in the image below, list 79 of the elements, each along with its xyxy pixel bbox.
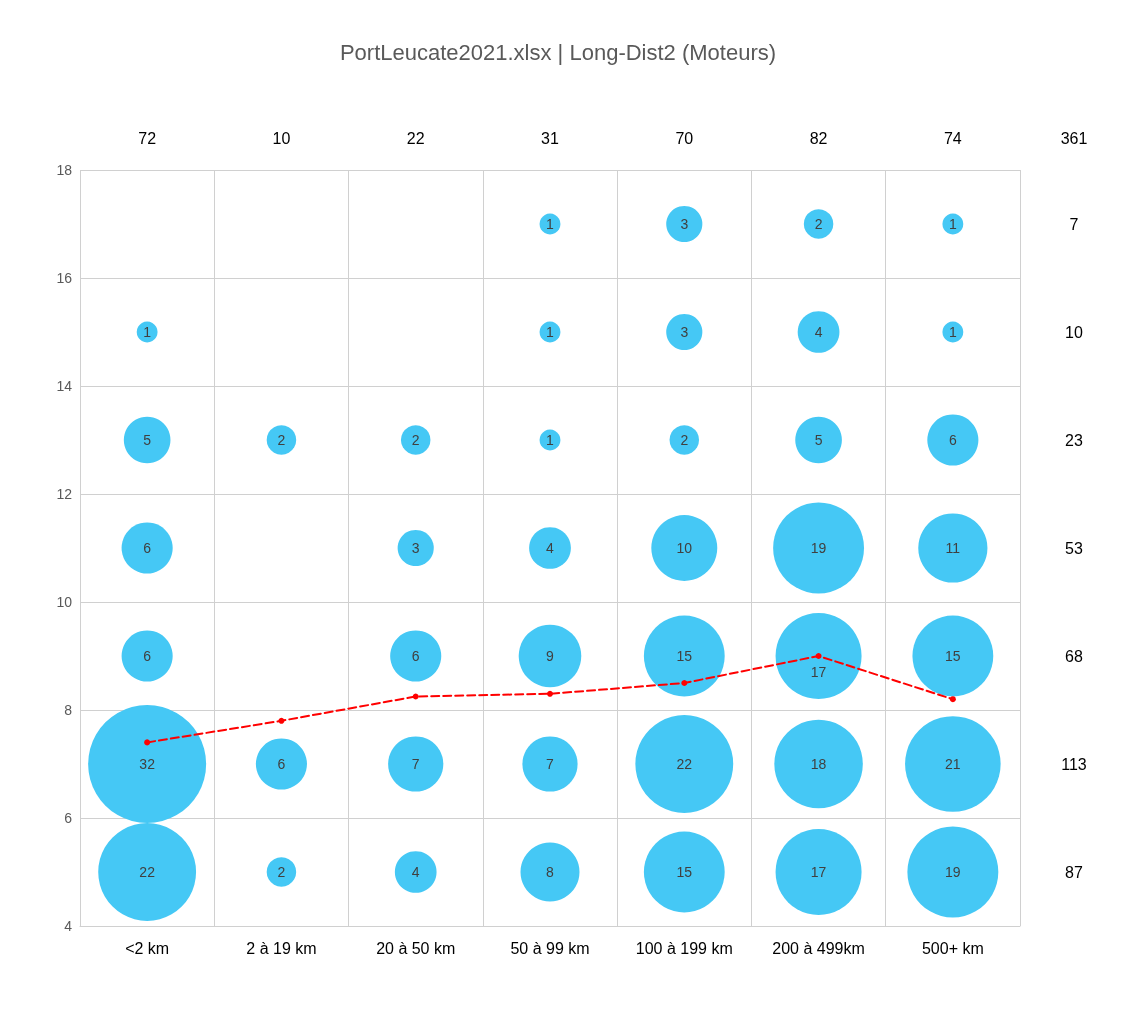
- text: 53: [1065, 539, 1083, 557]
- text: 74: [943, 129, 962, 147]
- y-tick-label: 10: [56, 594, 73, 610]
- point: [681, 680, 688, 686]
- data-label: 15: [945, 648, 961, 664]
- data-label: 5: [143, 432, 152, 448]
- data-label: 3: [680, 324, 689, 340]
- text: 70: [675, 129, 694, 147]
- text: 10: [1065, 323, 1083, 341]
- data-label: 19: [945, 864, 961, 880]
- data-label: 3: [680, 216, 689, 232]
- x-tick-label: 20 à 50 km: [376, 939, 456, 957]
- point: [144, 739, 151, 746]
- data-label: 2: [277, 864, 286, 880]
- data-label: 22: [676, 756, 693, 772]
- y-tick-label: 8: [64, 702, 73, 718]
- data-label: 18: [810, 756, 827, 772]
- data-label: 15: [676, 864, 693, 880]
- x-tick-label: 100 à 199 km: [635, 939, 733, 957]
- data-label: 10: [676, 540, 693, 556]
- text: 361: [1060, 129, 1088, 147]
- data-label: 6: [948, 432, 957, 448]
- text: 72: [138, 129, 157, 147]
- data-label: 6: [143, 540, 152, 556]
- data-label: 1: [948, 216, 957, 232]
- data-label: 2: [277, 432, 286, 448]
- text: 82: [809, 129, 828, 147]
- point: [815, 653, 822, 659]
- y-tick-label: 12: [56, 486, 73, 502]
- point: [949, 696, 956, 703]
- data-label: 6: [143, 648, 152, 664]
- data-label: 3: [411, 540, 420, 556]
- data-label: 9: [546, 648, 555, 664]
- data-label: 7: [546, 756, 555, 772]
- data-label: 4: [814, 324, 823, 340]
- text: 22: [406, 129, 425, 147]
- text: 68: [1065, 647, 1083, 665]
- data-label: 1: [546, 216, 555, 232]
- data-label: 19: [810, 540, 827, 556]
- text: 31: [541, 129, 559, 147]
- y-tick-label: 16: [56, 270, 73, 286]
- data-label: 21: [945, 756, 961, 772]
- data-label: 8: [546, 864, 555, 880]
- data-label: 17: [810, 864, 827, 880]
- chart-title: PortLeucate2021.xlsx | Long-Dist2 (Moteurs): [339, 39, 777, 65]
- x-tick-label: 2 à 19 km: [246, 939, 317, 957]
- data-label: 6: [411, 648, 420, 664]
- data-label: 1: [546, 432, 555, 448]
- data-label: 5: [814, 432, 823, 448]
- text: 23: [1065, 431, 1083, 449]
- data-label: 6: [277, 756, 286, 772]
- data-label: 4: [411, 864, 420, 880]
- x-tick-label: <2 km: [125, 939, 170, 957]
- point: [547, 690, 553, 697]
- text: 10: [272, 129, 291, 147]
- text: 113: [1061, 755, 1087, 773]
- point: [278, 717, 285, 724]
- data-label: 15: [676, 648, 693, 664]
- x-tick-label: 50 à 99 km: [510, 939, 590, 957]
- data-label: 4: [546, 540, 555, 556]
- y-tick-label: 18: [56, 162, 73, 178]
- data-label: 1: [546, 324, 555, 340]
- data-label: 1: [948, 324, 957, 340]
- y-tick-label: 14: [56, 378, 73, 394]
- data-label: 11: [945, 540, 961, 556]
- x-tick-label: 500+ km: [921, 939, 984, 957]
- data-label: 32: [139, 756, 156, 772]
- y-tick-label: 4: [64, 918, 73, 934]
- text: 7: [1069, 215, 1079, 233]
- data-label: 17: [810, 664, 827, 680]
- data-label: 1: [143, 324, 152, 340]
- data-label: 2: [814, 216, 823, 232]
- data-label: 22: [139, 864, 156, 880]
- y-tick-label: 6: [64, 810, 73, 826]
- data-label: 2: [411, 432, 420, 448]
- x-tick-label: 200 à 499km: [772, 939, 865, 957]
- data-label: 7: [411, 756, 420, 772]
- data-label: 2: [680, 432, 689, 448]
- text: 87: [1065, 863, 1083, 881]
